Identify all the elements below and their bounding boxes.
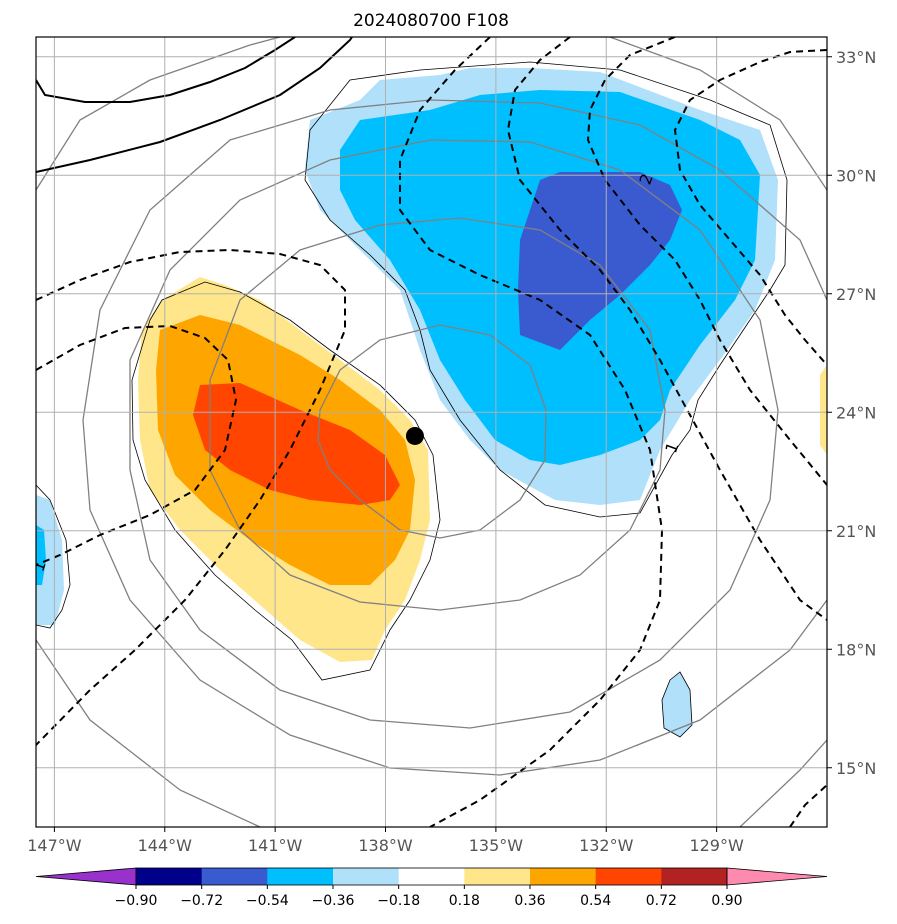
colorbar: −0.90 −0.72 −0.54 −0.36 −0.18 0.18 0.36 0.54 0.7… — [35, 867, 828, 909]
gridlines — [36, 37, 827, 827]
colorbar-bin — [661, 868, 728, 885]
colorbar-bin — [267, 868, 334, 885]
dashed-contours — [36, 37, 827, 827]
colorbar-label: −0.18 — [377, 893, 420, 909]
colorbar-bin — [464, 868, 531, 885]
neg-small-right-edge — [820, 365, 827, 455]
colorbar-label: 0.18 — [449, 893, 480, 909]
colorbar-bin — [530, 868, 597, 885]
colorbar-bin — [398, 868, 465, 885]
neg-small-west — [36, 495, 64, 625]
y-axis-ticks: 33°N 30°N 27°N 24°N 21°N 18°N 15°N — [827, 48, 876, 778]
plot-area: 211 — [36, 37, 827, 827]
x-tick-label: 144°W — [138, 836, 193, 855]
colorbar-bin — [595, 868, 662, 885]
x-axis-ticks: 147°W 144°W 141°W 138°W 135°W 132°W 129°W — [27, 827, 744, 855]
y-tick-label: 15°N — [836, 759, 876, 778]
neg-small-west-core — [36, 525, 46, 585]
x-tick-label: 129°W — [689, 836, 744, 855]
y-tick-label: 24°N — [836, 403, 876, 422]
neg-small-east — [661, 671, 693, 738]
y-tick-label: 27°N — [836, 285, 876, 304]
storm-center-marker — [405, 426, 424, 445]
positive-anomaly-shading — [138, 277, 430, 662]
y-tick-label: 18°N — [836, 640, 876, 659]
x-tick-label: 141°W — [248, 836, 303, 855]
y-tick-label: 30°N — [836, 166, 876, 185]
colorbar-label: −0.90 — [115, 893, 158, 909]
x-tick-label: 135°W — [469, 836, 524, 855]
y-tick-label: 21°N — [836, 522, 876, 541]
colorbar-extend-max — [726, 867, 828, 886]
colorbar-bin — [333, 868, 400, 885]
colorbar-frame — [135, 867, 728, 886]
contour-labels: 211 — [36, 171, 683, 574]
x-tick-label: 138°W — [358, 836, 413, 855]
plot-frame — [35, 36, 828, 828]
colorbar-label: −0.54 — [246, 893, 289, 909]
colorbar-label: −0.72 — [180, 893, 223, 909]
colorbar-bin — [136, 868, 203, 885]
y-tick-label: 33°N — [836, 48, 876, 67]
x-tick-label: 132°W — [579, 836, 634, 855]
colorbar-label: 0.72 — [646, 893, 677, 909]
solid-black-contours — [36, 37, 353, 173]
colorbar-label: −0.36 — [312, 893, 355, 909]
x-tick-label: 147°W — [27, 836, 82, 855]
neg-level-054 — [518, 172, 682, 350]
colorbar-label: 0.90 — [711, 893, 742, 909]
colorbar-bin — [201, 868, 268, 885]
pos-level-054 — [193, 383, 400, 505]
colorbar-label: 0.36 — [514, 893, 545, 909]
negative-anomaly-shading — [36, 68, 827, 738]
colorbar-extend-min — [35, 867, 137, 886]
chart-title: 2024080700 F108 — [353, 11, 509, 31]
colorbar-label: 0.54 — [580, 893, 611, 909]
